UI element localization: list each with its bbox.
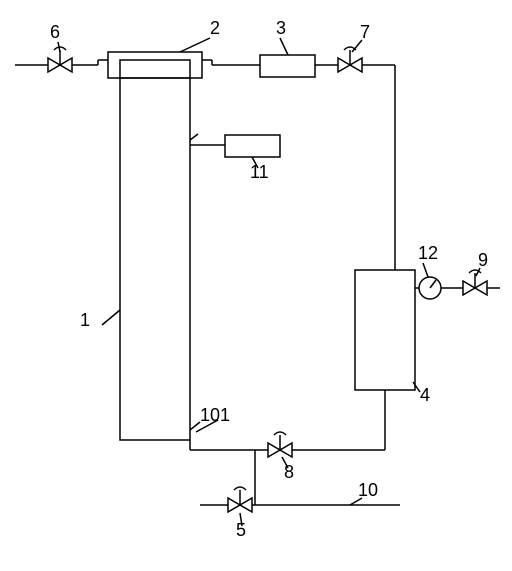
valve-7 bbox=[338, 47, 362, 72]
box-11 bbox=[225, 135, 280, 157]
leader-12 bbox=[423, 263, 428, 277]
leader-3 bbox=[280, 38, 288, 55]
column-top-cap bbox=[108, 52, 202, 78]
label-8: 8 bbox=[284, 462, 294, 483]
label-10: 10 bbox=[358, 480, 378, 501]
leader-2 bbox=[180, 38, 210, 52]
label-7: 7 bbox=[360, 22, 370, 43]
tank-4 bbox=[355, 270, 415, 390]
label-4: 4 bbox=[420, 385, 430, 406]
schematic-svg bbox=[0, 0, 512, 571]
valve-9 bbox=[463, 270, 487, 295]
column-body bbox=[120, 60, 190, 440]
box-3 bbox=[260, 55, 315, 77]
leader-6 bbox=[58, 42, 60, 52]
label-6: 6 bbox=[50, 22, 60, 43]
label-2: 2 bbox=[210, 18, 220, 39]
label-3: 3 bbox=[276, 18, 286, 39]
valve-5 bbox=[228, 487, 252, 512]
label-101: 101 bbox=[200, 405, 230, 426]
leader-1 bbox=[102, 310, 120, 325]
label-5: 5 bbox=[236, 520, 246, 541]
label-9: 9 bbox=[478, 250, 488, 271]
port-101-mark bbox=[190, 422, 200, 430]
label-11: 11 bbox=[250, 162, 269, 183]
label-1: 1 bbox=[80, 310, 90, 331]
valve-8 bbox=[268, 432, 292, 457]
label-12: 12 bbox=[418, 243, 438, 264]
